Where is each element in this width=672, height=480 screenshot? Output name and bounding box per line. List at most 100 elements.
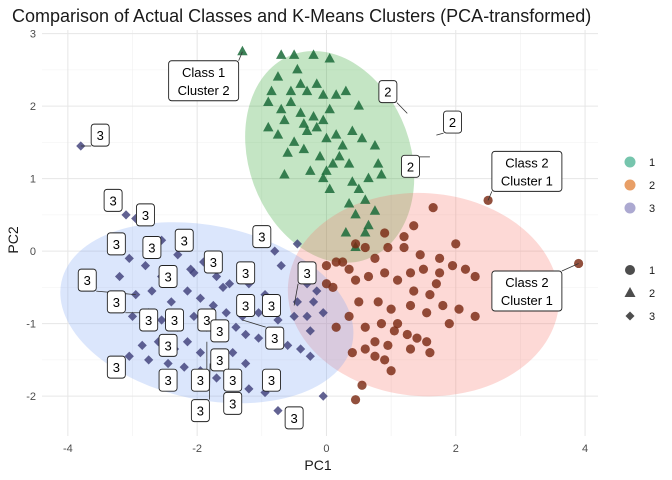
label-leader-line bbox=[561, 263, 579, 272]
point-marker bbox=[350, 275, 361, 285]
label-text: 3 bbox=[216, 353, 223, 368]
point-marker bbox=[363, 219, 374, 230]
label-box bbox=[158, 265, 178, 288]
point-marker bbox=[369, 205, 381, 215]
label-leader-line bbox=[293, 283, 299, 306]
point-label: 3 bbox=[223, 368, 243, 392]
point-marker bbox=[189, 268, 199, 278]
point-label: 3 bbox=[252, 225, 272, 249]
point-marker bbox=[574, 258, 584, 269]
point-marker bbox=[330, 129, 342, 139]
point-label: 3 bbox=[190, 363, 211, 423]
label-box bbox=[262, 294, 281, 317]
point-label: 2 bbox=[378, 80, 408, 114]
point-marker bbox=[228, 348, 238, 358]
label-box bbox=[106, 232, 126, 256]
label-text: 3 bbox=[164, 373, 171, 388]
point-label: 3 bbox=[210, 319, 230, 343]
point-label: 3 bbox=[284, 406, 304, 430]
legend-label-class: 2 bbox=[649, 288, 655, 300]
point-label: 3 bbox=[135, 203, 155, 227]
point-marker bbox=[311, 121, 322, 132]
point-marker bbox=[308, 297, 319, 307]
point-label: 3 bbox=[80, 123, 110, 147]
label-box bbox=[168, 60, 240, 102]
point-marker bbox=[231, 322, 241, 332]
point-marker bbox=[360, 227, 371, 237]
label-text: 3 bbox=[268, 373, 275, 388]
point-label: Class 2 Cluster 1 bbox=[491, 263, 579, 312]
point-marker bbox=[372, 158, 384, 168]
point-marker bbox=[253, 333, 264, 343]
point-marker bbox=[288, 49, 300, 59]
x-tick-label: 0 bbox=[323, 443, 329, 455]
label-box bbox=[77, 268, 97, 292]
legend-swatch-cluster bbox=[624, 156, 636, 168]
point-marker bbox=[343, 158, 355, 168]
point-marker bbox=[444, 319, 454, 329]
point-marker bbox=[289, 311, 299, 321]
point-marker bbox=[405, 300, 416, 311]
point-marker bbox=[124, 253, 134, 263]
point-marker bbox=[399, 232, 409, 242]
label-text: 3 bbox=[258, 230, 265, 245]
label-text: 3 bbox=[164, 338, 171, 353]
point-marker bbox=[331, 322, 341, 332]
label-box bbox=[252, 225, 272, 249]
label-text: 3 bbox=[291, 411, 298, 426]
point-label: Class 1 Cluster 2 bbox=[168, 51, 243, 102]
point-marker bbox=[312, 286, 322, 296]
point-marker bbox=[386, 366, 396, 376]
label-text: 2 bbox=[449, 115, 456, 130]
label-text: Class 1 bbox=[182, 65, 225, 80]
y-tick-label: -2 bbox=[26, 391, 36, 403]
label-text: 3 bbox=[242, 266, 249, 281]
label-box bbox=[174, 228, 194, 252]
point-marker bbox=[360, 322, 370, 332]
point-marker bbox=[435, 268, 445, 278]
label-box bbox=[210, 319, 230, 343]
x-tick-label: -4 bbox=[63, 443, 73, 455]
point-marker bbox=[224, 279, 235, 289]
point-marker bbox=[127, 311, 138, 321]
point-marker bbox=[285, 85, 297, 96]
point-marker bbox=[279, 169, 290, 179]
point-marker bbox=[370, 351, 380, 361]
point-marker bbox=[337, 140, 348, 150]
legend-swatch-class bbox=[625, 311, 635, 321]
point-marker bbox=[241, 329, 251, 340]
label-text: 3 bbox=[145, 313, 152, 328]
point-marker bbox=[283, 340, 293, 350]
label-text: 3 bbox=[113, 295, 120, 310]
point-marker bbox=[460, 264, 471, 274]
y-tick-label: 0 bbox=[30, 246, 36, 258]
point-marker bbox=[292, 63, 303, 74]
label-text: Class 2 bbox=[505, 275, 548, 290]
legend-swatch-cluster bbox=[624, 202, 636, 214]
point-label: 3 bbox=[223, 391, 243, 415]
point-marker bbox=[344, 311, 354, 321]
point-label: 3 bbox=[158, 333, 178, 357]
x-tick-label: 2 bbox=[453, 443, 459, 455]
point-marker bbox=[163, 358, 173, 369]
label-box bbox=[378, 80, 398, 104]
point-label: 3 bbox=[210, 348, 230, 372]
point-marker bbox=[195, 348, 205, 358]
label-box bbox=[106, 290, 126, 314]
point-marker bbox=[470, 271, 480, 282]
point-marker bbox=[435, 253, 445, 263]
point-marker bbox=[279, 114, 290, 125]
label-leader-line bbox=[487, 191, 493, 201]
point-marker bbox=[301, 125, 313, 135]
point-marker bbox=[380, 228, 390, 238]
point-marker bbox=[124, 351, 134, 361]
point-label: Class 2 Cluster 1 bbox=[487, 150, 563, 201]
point-label: 2 bbox=[401, 154, 430, 178]
point-marker bbox=[318, 114, 329, 125]
point-marker bbox=[114, 271, 125, 282]
point-marker bbox=[363, 172, 374, 183]
point-marker bbox=[360, 344, 370, 354]
label-text: 3 bbox=[203, 313, 210, 328]
label-text: 3 bbox=[181, 233, 188, 248]
